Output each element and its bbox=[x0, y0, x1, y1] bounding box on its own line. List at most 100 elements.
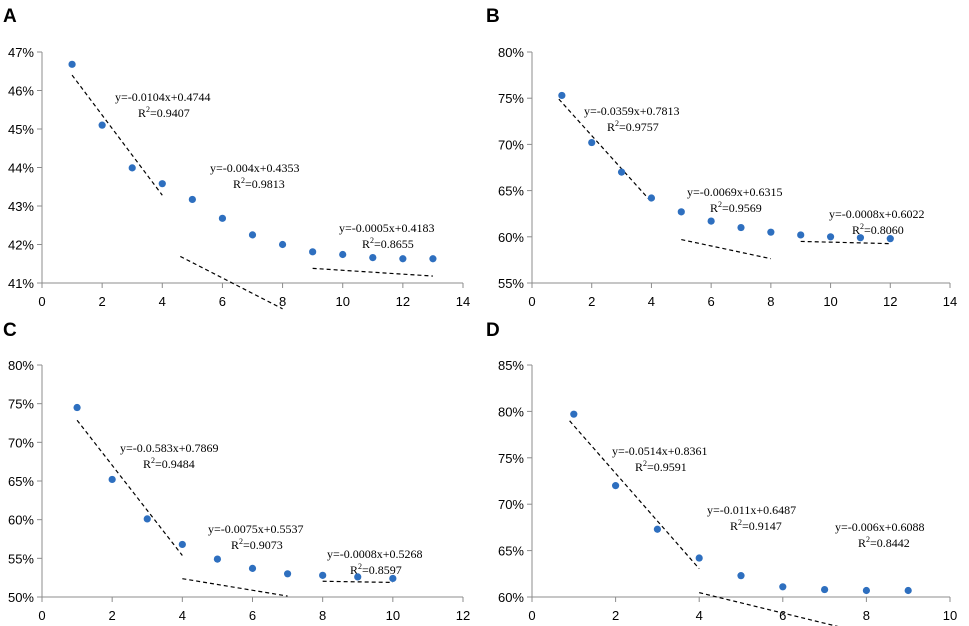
fit-equation: y=-0.004x+0.4353 bbox=[210, 161, 300, 175]
y-tick-label: 60% bbox=[8, 513, 34, 528]
x-tick-label: 12 bbox=[396, 294, 410, 309]
x-tick-label: 2 bbox=[612, 608, 619, 623]
fit-r-squared: R2=0.8060 bbox=[852, 222, 904, 237]
data-point bbox=[158, 180, 166, 188]
y-tick-label: 55% bbox=[8, 551, 34, 566]
x-tick-label: 4 bbox=[648, 294, 655, 309]
trend-line bbox=[569, 420, 700, 570]
data-point bbox=[779, 583, 787, 591]
fit-r-squared: R2=0.9484 bbox=[143, 456, 195, 471]
data-point bbox=[98, 121, 106, 129]
y-tick-label: 55% bbox=[498, 276, 524, 291]
y-tick-label: 41% bbox=[8, 276, 34, 291]
y-tick-label: 60% bbox=[498, 230, 524, 245]
x-tick-label: 10 bbox=[335, 294, 349, 309]
data-point bbox=[677, 208, 685, 216]
y-tick-label: 50% bbox=[8, 590, 34, 605]
data-point bbox=[558, 91, 566, 100]
data-point bbox=[399, 255, 407, 263]
data-point bbox=[767, 228, 775, 236]
data-point bbox=[73, 403, 81, 412]
data-point bbox=[653, 525, 662, 533]
fit-equation: y=-0.0075x+0.5537 bbox=[208, 522, 304, 536]
fit-r-squared: R2=0.9073 bbox=[231, 537, 283, 552]
data-point bbox=[339, 250, 347, 259]
trend-line bbox=[800, 240, 891, 245]
panel-D: D 60% 65% 70% 75% 80% 85% 0 2 4 6 8 10 y=-0.0514x+0.8… bbox=[486, 320, 957, 626]
data-point bbox=[248, 231, 257, 239]
data-point bbox=[218, 214, 227, 222]
y-tick-label: 65% bbox=[8, 474, 34, 489]
data-point bbox=[188, 195, 196, 204]
y-tick-label: 75% bbox=[498, 451, 524, 466]
y-tick-label: 85% bbox=[498, 358, 524, 373]
data-point bbox=[128, 164, 136, 172]
y-tick-label: 70% bbox=[498, 497, 524, 512]
data-point bbox=[309, 248, 317, 256]
y-tick-label: 47% bbox=[8, 45, 34, 60]
data-point bbox=[369, 253, 377, 262]
data-point bbox=[886, 235, 894, 243]
x-tick-label: 6 bbox=[219, 294, 226, 309]
fit-r-squared: R2=0.8655 bbox=[362, 236, 414, 251]
data-point bbox=[707, 217, 715, 225]
y-tick-label: 80% bbox=[498, 404, 524, 419]
data-point bbox=[278, 240, 287, 249]
x-tick-label: 2 bbox=[109, 608, 116, 623]
data-point bbox=[695, 554, 703, 562]
data-point bbox=[248, 564, 257, 572]
x-tick-label: 4 bbox=[159, 294, 166, 309]
y-tick-label: 75% bbox=[8, 397, 34, 412]
y-tick-label: 75% bbox=[498, 91, 524, 106]
data-point bbox=[856, 234, 865, 242]
fit-equation: y=-0.0005x+0.4183 bbox=[339, 221, 435, 235]
fit-r-squared: R2=0.9147 bbox=[730, 518, 782, 533]
data-point bbox=[617, 168, 626, 176]
fit-equation: y=-0.006x+0.6088 bbox=[835, 520, 925, 534]
x-tick-label: 14 bbox=[456, 294, 470, 309]
data-point bbox=[737, 572, 745, 580]
fit-equation: y=-0.0104x+0.4744 bbox=[115, 90, 211, 104]
y-tick-label: 80% bbox=[498, 45, 524, 60]
data-point bbox=[283, 570, 292, 578]
panel-A: A 41% 42% 43% 44% 45% 46% 47% 0 2 4 6 8 10 12 14 y=-0.01… bbox=[3, 6, 470, 310]
y-tick-label: 45% bbox=[8, 122, 34, 137]
trend-line bbox=[322, 580, 393, 584]
panel-C: C 50% 55% 60% 65% 70% 75% 80% 0 2 4 6 8 10 12 y=-0.0.58… bbox=[3, 320, 470, 623]
x-tick-label: 0 bbox=[38, 294, 45, 309]
y-tick-label: 70% bbox=[498, 137, 524, 152]
x-tick-label: 8 bbox=[279, 294, 286, 309]
fit-r-squared: R2=0.9569 bbox=[710, 200, 762, 215]
panel-label-B: B bbox=[486, 6, 500, 27]
fit-equation: y=-0.011x+0.6487 bbox=[707, 503, 796, 517]
y-tick-label: 65% bbox=[498, 184, 524, 199]
data-point bbox=[178, 540, 186, 549]
x-tick-label: 2 bbox=[99, 294, 106, 309]
x-tick-label: 10 bbox=[386, 608, 400, 623]
x-tick-label: 4 bbox=[179, 608, 186, 623]
trend-line bbox=[76, 419, 183, 556]
trend-line bbox=[180, 255, 283, 310]
x-tick-label: 0 bbox=[38, 608, 45, 623]
panel-label-A: A bbox=[3, 6, 17, 27]
fit-r-squared: R2=0.9591 bbox=[635, 459, 687, 474]
y-tick-label: 46% bbox=[8, 84, 34, 99]
trend-line bbox=[699, 592, 839, 626]
trend-line bbox=[312, 267, 433, 277]
data-point bbox=[797, 231, 805, 239]
y-tick-label: 43% bbox=[8, 199, 34, 214]
panel-label-C: C bbox=[3, 320, 17, 341]
y-tick-label: 80% bbox=[8, 358, 34, 373]
x-tick-label: 0 bbox=[528, 608, 535, 623]
data-point bbox=[143, 515, 151, 523]
fit-r-squared: R2=0.8597 bbox=[350, 562, 402, 577]
fit-equation: y=-0.0069x+0.6315 bbox=[687, 185, 783, 199]
data-point bbox=[647, 194, 656, 202]
fit-equation: y=-0.0008x+0.6022 bbox=[829, 207, 925, 221]
fit-r-squared: R2=0.9813 bbox=[233, 176, 285, 191]
y-tick-label: 70% bbox=[8, 435, 34, 450]
data-point bbox=[826, 233, 835, 241]
panel-label-D: D bbox=[486, 320, 500, 341]
data-point bbox=[68, 60, 76, 68]
x-tick-label: 2 bbox=[588, 294, 595, 309]
